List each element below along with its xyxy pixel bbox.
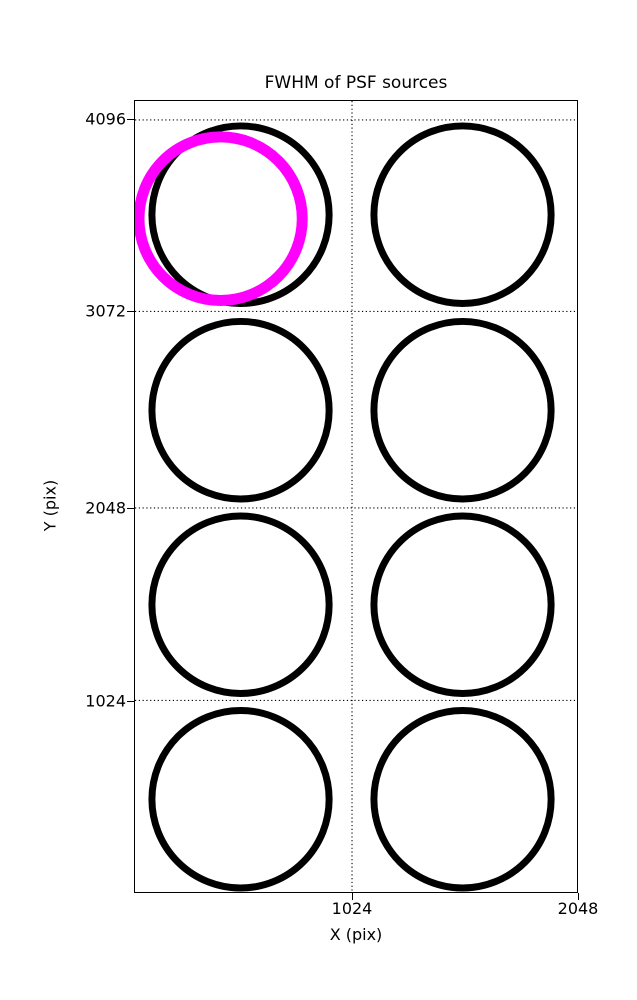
x-tick-mark-2048 bbox=[578, 893, 580, 900]
x-tick-label-2048: 2048 bbox=[557, 899, 599, 918]
x-tick-mark-1024 bbox=[352, 893, 354, 900]
y-tick-label-4096: 4096 bbox=[85, 109, 126, 129]
page-title: FWHM of PSF sources bbox=[264, 73, 448, 93]
plot-area bbox=[134, 100, 578, 893]
y-tick-label-2048: 2048 bbox=[85, 498, 126, 518]
y-tick-label-1024: 1024 bbox=[85, 691, 126, 711]
psf-source-circle-7 bbox=[370, 706, 555, 892]
gridlines bbox=[135, 101, 577, 892]
x-tick-label-1024: 1024 bbox=[331, 899, 373, 918]
x-axis-title: X (pix) bbox=[329, 925, 383, 944]
y-tick-label-3072: 3072 bbox=[85, 301, 126, 321]
y-tick-mark-2048 bbox=[127, 508, 134, 510]
psf-source-circle-1 bbox=[370, 122, 555, 307]
highlighted-psf-source-circle-0 bbox=[135, 131, 308, 306]
psf-source-circle-2 bbox=[148, 317, 333, 503]
y-axis-title: Y (pix) bbox=[40, 479, 60, 532]
plot-svg bbox=[135, 101, 577, 892]
y-tick-mark-1024 bbox=[127, 701, 134, 703]
y-tick-mark-4096 bbox=[127, 119, 134, 121]
psf-source-circle-3 bbox=[370, 317, 555, 503]
psf-source-circle-4 bbox=[148, 512, 333, 697]
psf-source-circle-5 bbox=[370, 512, 555, 697]
y-tick-mark-3072 bbox=[127, 311, 134, 313]
psf-source-markers bbox=[135, 122, 555, 892]
psf-source-circle-6 bbox=[148, 706, 333, 892]
